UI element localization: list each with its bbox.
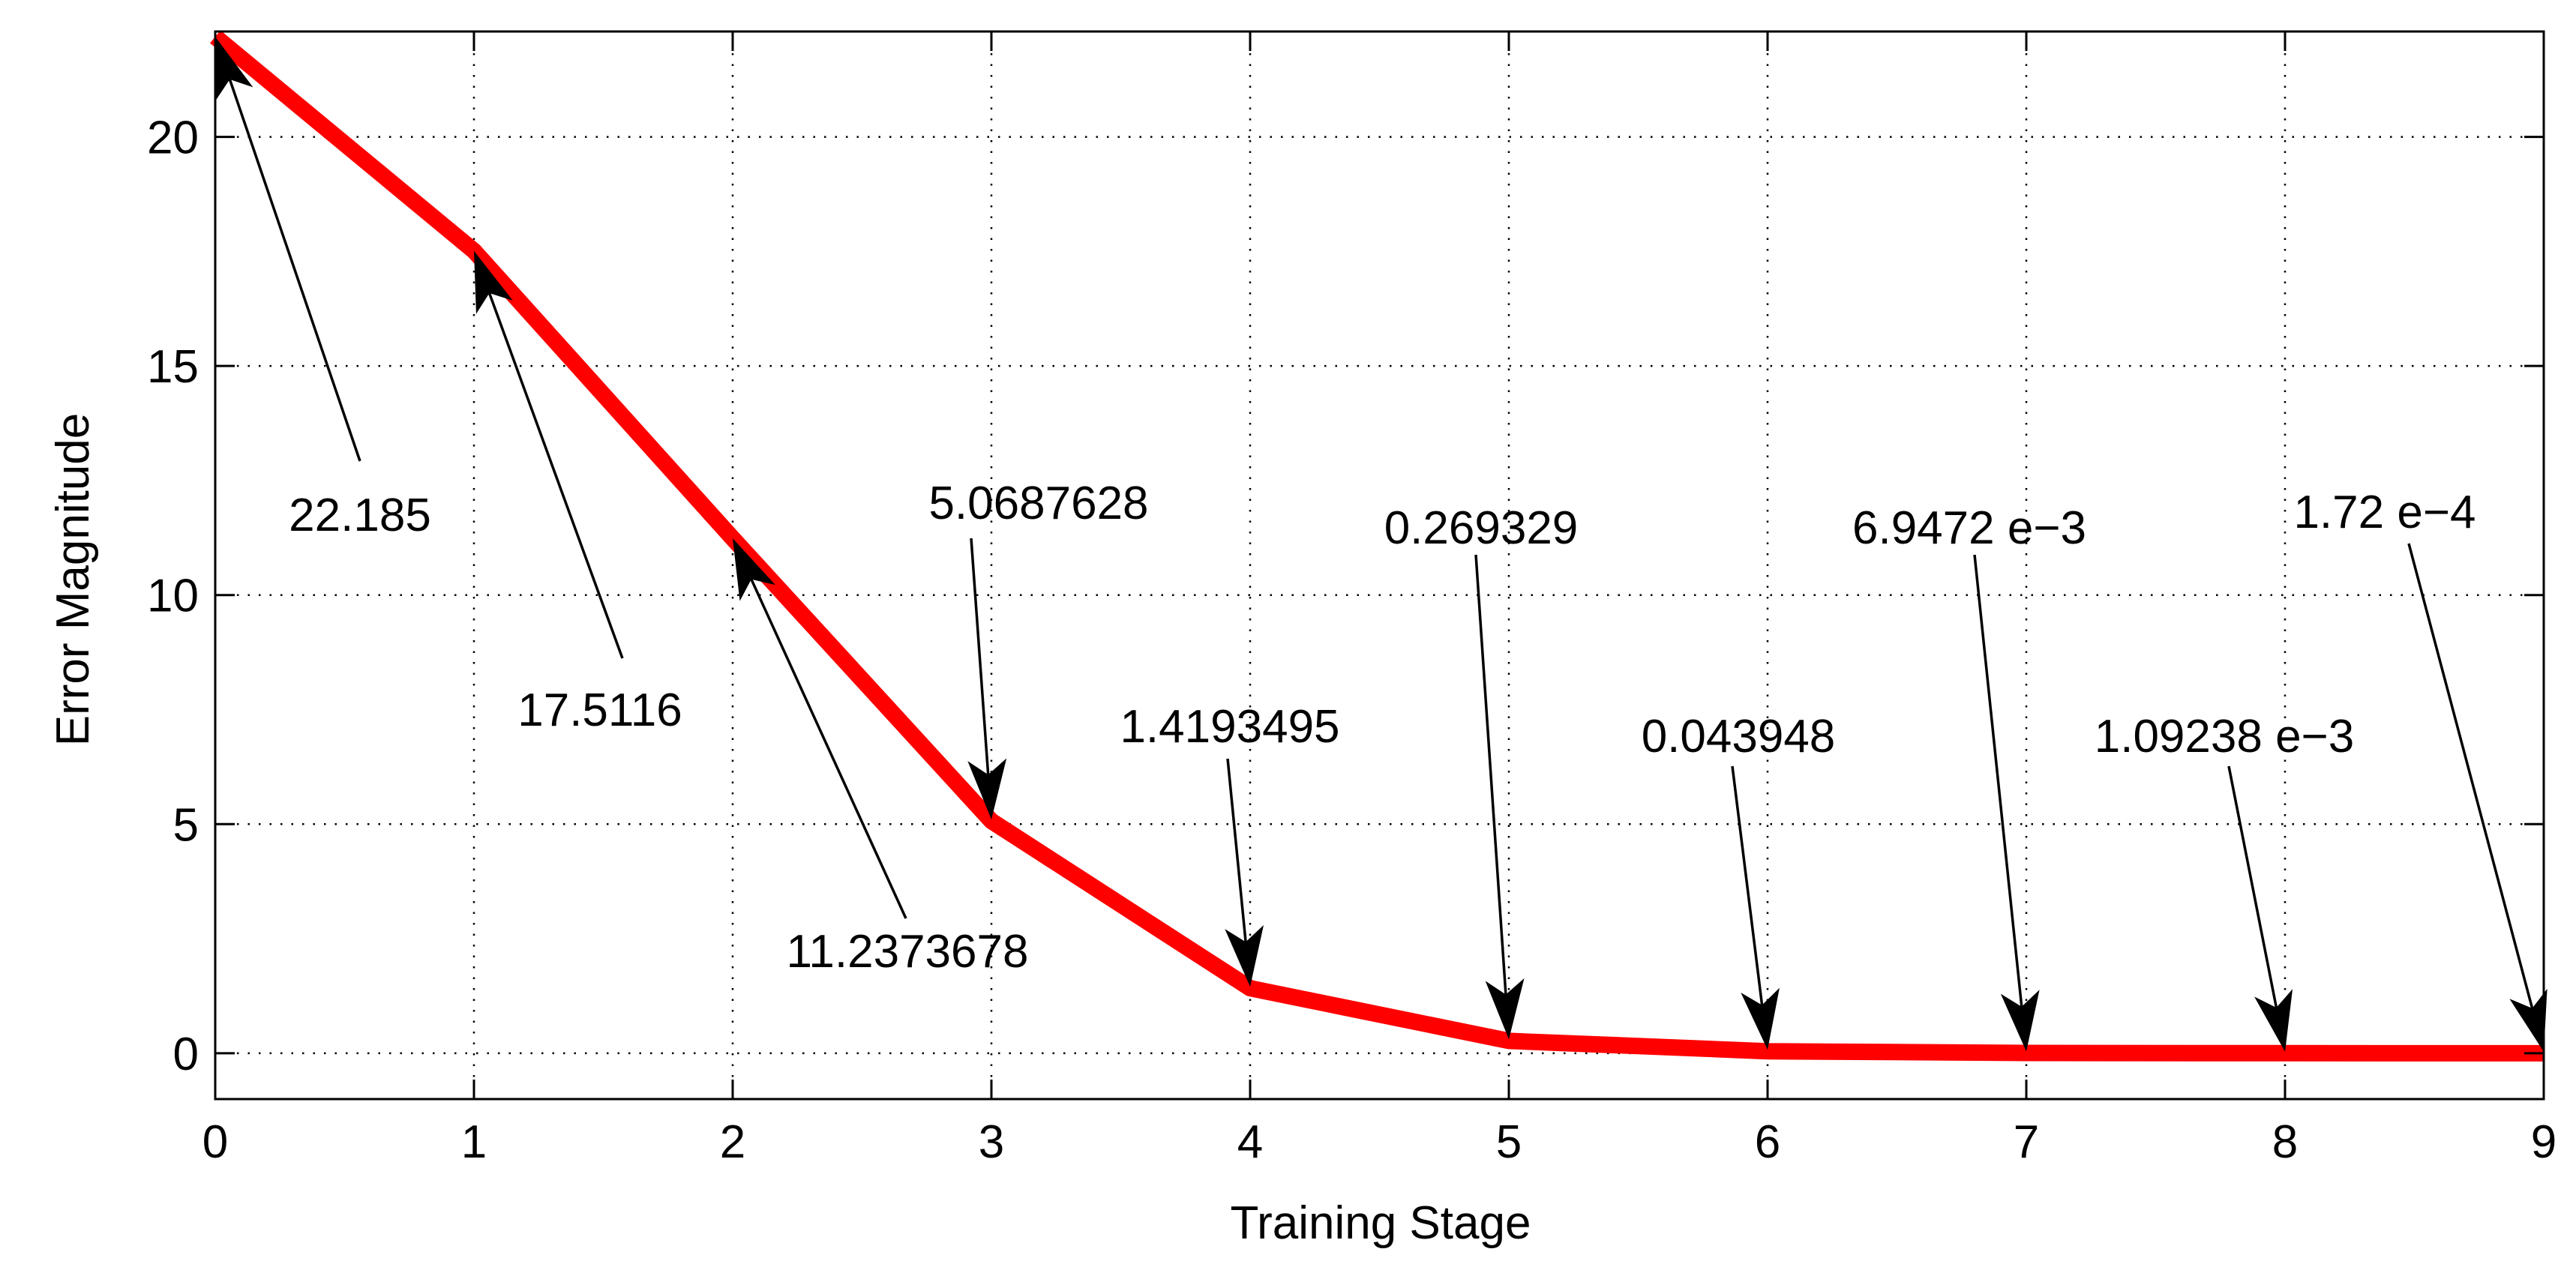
annotation-label: 5.0687628	[928, 478, 1148, 529]
plot-frame	[214, 30, 2545, 1101]
annotation-label: 11.2373678	[787, 926, 1029, 978]
y-tick-label: 0	[173, 1029, 199, 1080]
x-tick-label: 8	[2272, 1116, 2298, 1168]
x-tick-label: 6	[1755, 1116, 1780, 1168]
ticks: 0 1 2 3 4 5 6 7 8 9 0 5 10 15 20	[147, 31, 2557, 1168]
annotation-labels: 22.185 17.5116 11.2373678 5.0687628 1.419349…	[289, 478, 2476, 978]
annotation-arrow-head	[2000, 990, 2040, 1052]
y-tick-label: 15	[147, 341, 199, 393]
annotation-label: 22.185	[289, 490, 431, 541]
annotation-arrow-head	[967, 758, 1007, 820]
x-tick-label: 2	[720, 1116, 745, 1168]
y-tick-label: 10	[147, 571, 199, 622]
annotation-arrow-head	[215, 37, 253, 100]
x-tick-label: 5	[1496, 1116, 1522, 1168]
y-axis-label: Error Magnitude	[47, 413, 99, 747]
annotation-arrow-shaft	[1973, 554, 2023, 1007]
series-line	[209, 30, 2545, 1062]
annotation-label: 1.4193495	[1120, 701, 1339, 753]
annotation-arrow-head	[1225, 924, 1264, 987]
x-tick-label: 0	[202, 1116, 228, 1168]
annotation-arrow-shaft	[1226, 758, 1247, 942]
annotation-arrows	[215, 37, 2548, 1052]
annotation-arrow-head	[1741, 987, 1780, 1050]
x-tick-label: 7	[2014, 1116, 2039, 1168]
annotation-label: 0.043948	[1642, 711, 1836, 762]
x-tick-label: 1	[461, 1116, 487, 1168]
annotation-arrow-shaft	[487, 292, 624, 659]
annotation-arrow-shaft	[2227, 765, 2278, 1008]
x-tick-label: 3	[979, 1116, 1004, 1168]
annotation-arrow-head	[733, 538, 775, 601]
annotation-label: 17.5116	[517, 684, 682, 736]
annotation-arrow-shaft	[228, 79, 361, 462]
x-tick-label: 4	[1237, 1116, 1263, 1168]
annotation-arrow-head	[474, 250, 513, 314]
annotation-label: 1.09238 e−3	[2095, 711, 2355, 762]
x-tick-label: 9	[2531, 1116, 2557, 1168]
annotation-arrow-shaft	[1474, 554, 1507, 995]
annotation-arrow-shaft	[1731, 765, 1764, 1005]
annotation-arrow-head	[1485, 978, 1525, 1040]
annotation-label: 0.269329	[1384, 502, 1579, 554]
x-axis-label: Training Stage	[1231, 1197, 1531, 1249]
y-tick-label: 5	[173, 799, 199, 851]
axes-frame	[214, 30, 2545, 1101]
annotation-arrow-shaft	[970, 538, 990, 775]
annotation-label: 1.72 e−4	[2293, 487, 2476, 538]
y-tick-label: 20	[147, 112, 199, 164]
annotation-label: 6.9472 e−3	[1852, 502, 2086, 554]
annotation-arrow-shaft	[750, 578, 907, 919]
annotation-arrow-shaft	[2407, 543, 2534, 1009]
annotation-arrow-head	[2254, 989, 2293, 1052]
annotation-arrow-head	[2509, 988, 2548, 1052]
